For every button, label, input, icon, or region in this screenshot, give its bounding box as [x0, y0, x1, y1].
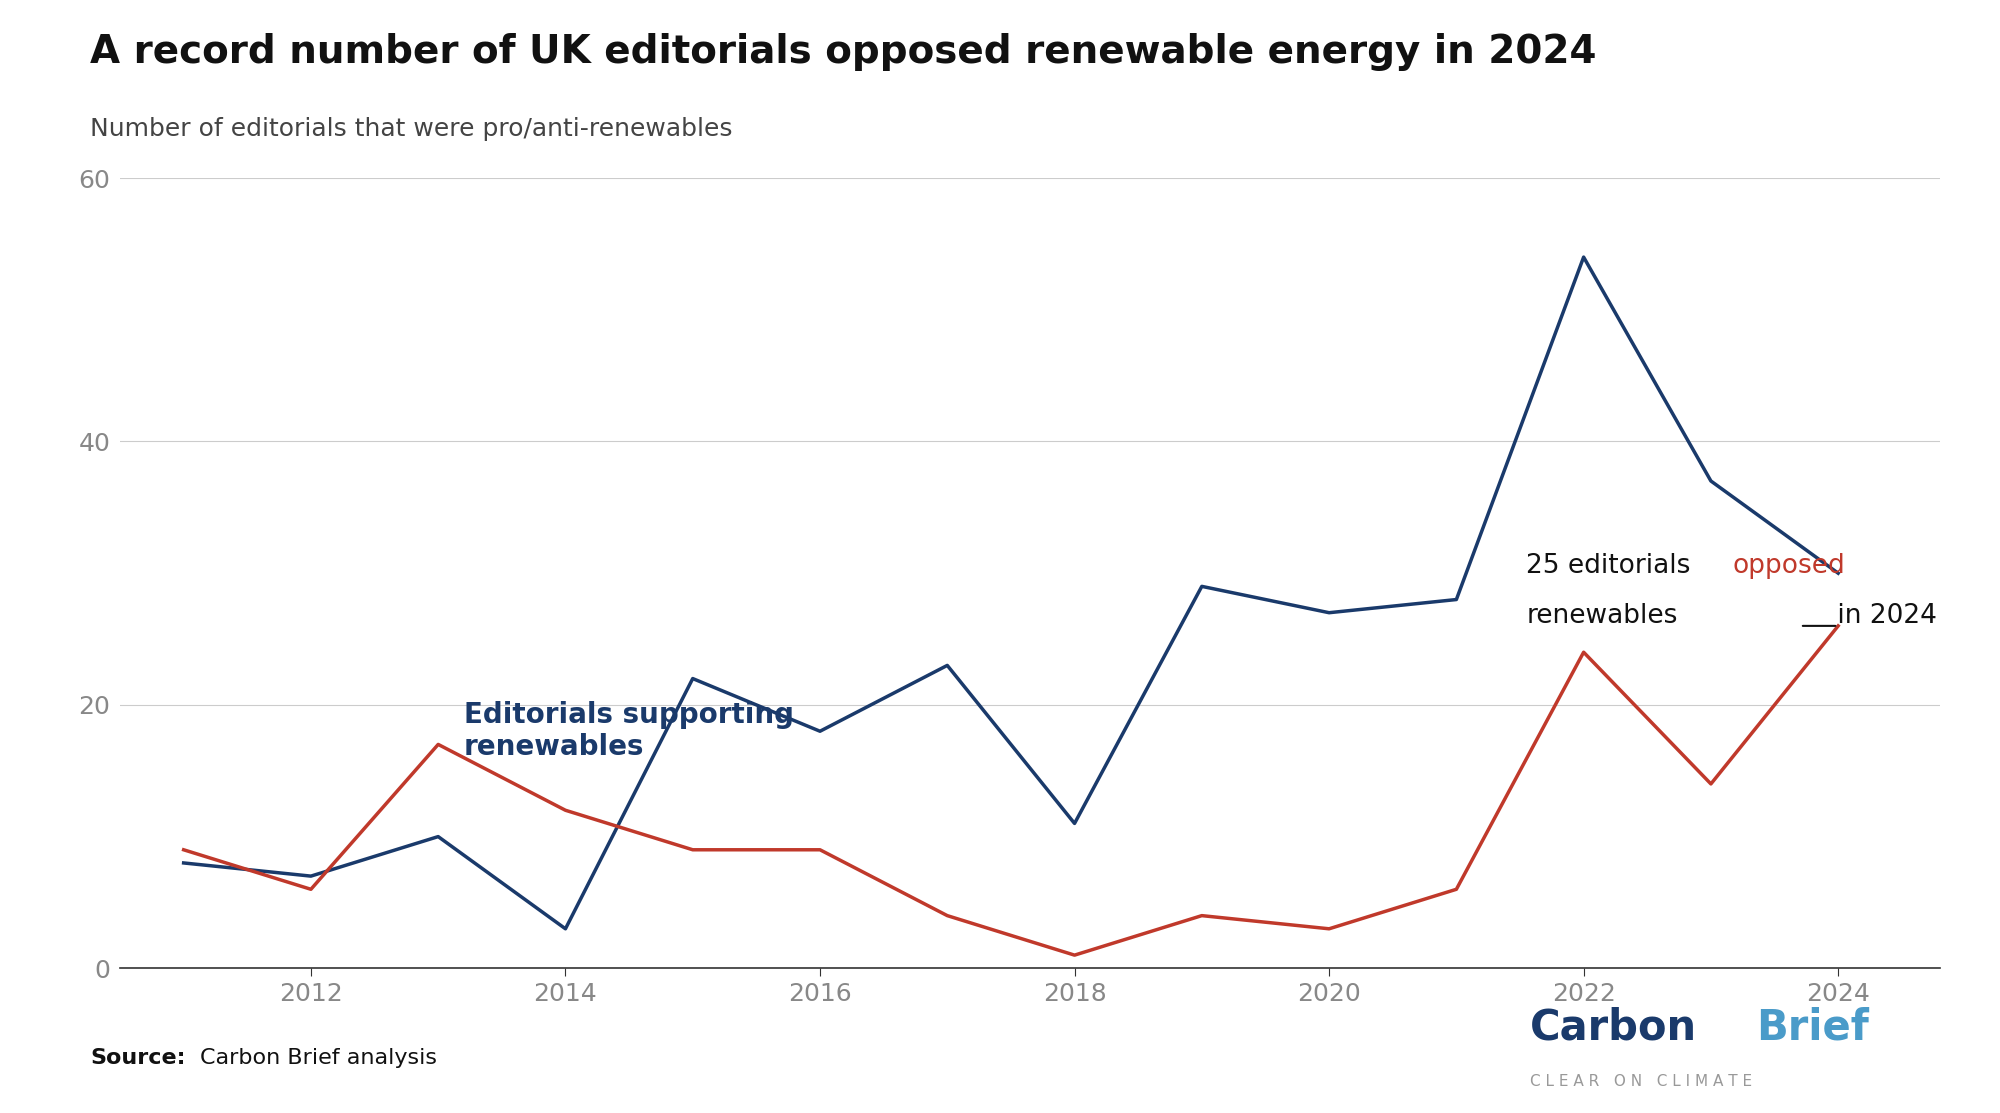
Text: A record number of UK editorials opposed renewable energy in 2024: A record number of UK editorials opposed…	[90, 33, 1596, 71]
Text: Carbon Brief analysis: Carbon Brief analysis	[200, 1048, 436, 1068]
Text: 25 editorials: 25 editorials	[1526, 553, 1700, 580]
Text: Number of editorials that were pro/anti-renewables: Number of editorials that were pro/anti-…	[90, 117, 732, 141]
Text: Brief: Brief	[1756, 1006, 1868, 1048]
Text: C L E A R   O N   C L I M A T E: C L E A R O N C L I M A T E	[1530, 1074, 1752, 1089]
Text: Source:: Source:	[90, 1048, 186, 1068]
Text: opposed: opposed	[1732, 553, 1846, 580]
Text: renewables: renewables	[1526, 603, 1678, 630]
Text: in 2024: in 2024	[1830, 603, 1938, 630]
Text: Editorials supporting
renewables: Editorials supporting renewables	[464, 701, 794, 761]
Text: Carbon: Carbon	[1530, 1006, 1698, 1048]
